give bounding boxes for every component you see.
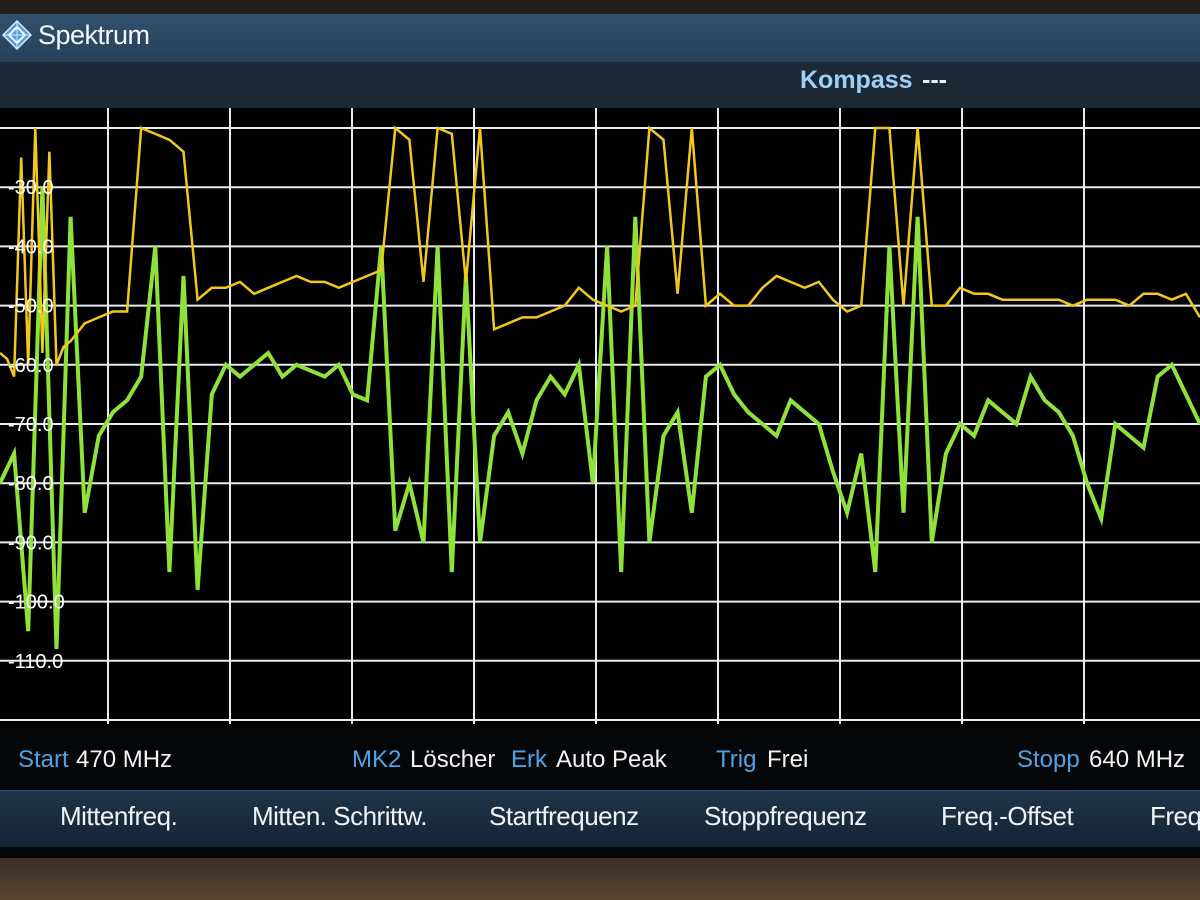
softkey-freq-more[interactable]: Freq — [1150, 801, 1200, 831]
spectrum-plot[interactable]: -30.0 -40.0 -50.0 -60.0 -70.0 -80.0 -90.0 -100.… — [0, 108, 1200, 728]
status-bar: Start 470 MHz MK2 Löscher Erk Auto Peak … — [0, 736, 1200, 784]
softkey-center-step[interactable]: Mitten. Schrittw. — [252, 801, 428, 831]
title-bar: Spektrum — [0, 14, 1200, 62]
y-tick-label: -40.0 — [8, 236, 54, 258]
spectrum-chart[interactable]: -30.0 -40.0 -50.0 -60.0 -70.0 -80.0 -90.0 -100.… — [0, 108, 1200, 728]
start-value[interactable]: 470 MHz — [76, 746, 173, 773]
softkey-center-freq[interactable]: Mittenfreq. — [60, 801, 178, 831]
compass-value: --- — [922, 66, 947, 94]
softkey-stop-freq[interactable]: Stoppfrequenz — [704, 801, 867, 831]
info-bar — [0, 62, 1200, 108]
y-tick-label: -70.0 — [8, 414, 54, 436]
y-tick-label: -90.0 — [8, 532, 54, 554]
y-tick-label: -80.0 — [8, 473, 54, 495]
y-tick-label: -50.0 — [8, 296, 54, 318]
y-tick-label: -60.0 — [8, 355, 54, 377]
monitor-bezel-bottom — [0, 858, 1200, 900]
start-label: Start — [18, 746, 69, 773]
app-title: Spektrum — [38, 20, 150, 50]
y-tick-label: -100.0 — [8, 592, 65, 614]
softkey-bar: Mittenfreq. Mitten. Schrittw. Startfrequ… — [0, 790, 1200, 847]
trigger-value[interactable]: Frei — [767, 746, 809, 773]
softkey-start-freq[interactable]: Startfrequenz — [489, 801, 639, 831]
softkey-freq-offset[interactable]: Freq.-Offset — [941, 801, 1074, 831]
y-tick-label: -30.0 — [8, 177, 54, 199]
y-tick-label: -110.0 — [8, 651, 63, 673]
compass-label: Kompass — [800, 66, 913, 94]
max-hold-trace-line — [0, 125, 1200, 378]
live-trace-line — [0, 187, 1200, 650]
marker-value[interactable]: Löscher — [410, 746, 496, 773]
stop-label: Stopp — [1017, 746, 1080, 773]
marker-label: MK2 — [352, 746, 402, 773]
stop-value[interactable]: 640 MHz — [1089, 746, 1186, 773]
trigger-label: Trig — [716, 746, 757, 773]
detector-value[interactable]: Auto Peak — [556, 746, 667, 773]
detector-label: Erk — [511, 746, 547, 773]
rohde-schwarz-diamond-icon — [2, 20, 32, 50]
